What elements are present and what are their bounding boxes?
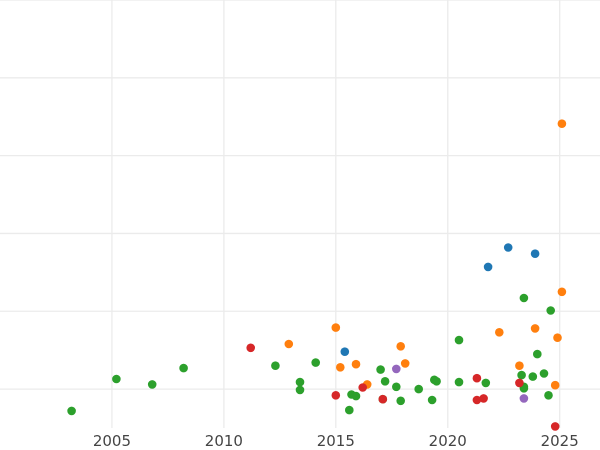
data-point-s4-3 (358, 383, 368, 392)
data-point-s4-6 (472, 395, 482, 405)
data-point-s3-15 (392, 382, 401, 392)
data-point-s4-4 (378, 394, 388, 404)
data-point-s3-6 (295, 377, 305, 387)
data-point-s2-9 (515, 361, 524, 371)
data-point-s3-30 (539, 369, 549, 378)
data-point-s4-7 (479, 394, 488, 403)
data-point-s3-21 (454, 377, 464, 387)
data-point-s2-4 (351, 359, 361, 369)
data-point-s3-26 (519, 293, 529, 303)
data-point-s1-1 (340, 347, 350, 357)
data-point-s3-12 (376, 365, 385, 374)
data-point-s2-14 (557, 119, 567, 128)
data-point-s4-9 (550, 422, 560, 431)
data-point-s3-32 (546, 306, 555, 315)
data-point-s2-11 (550, 380, 560, 390)
data-point-s4-1 (246, 343, 255, 353)
data-point-s1-2 (483, 262, 493, 272)
data-points (67, 119, 567, 431)
data-point-s2-10 (530, 324, 540, 333)
data-point-s2-12 (553, 333, 562, 343)
data-point-s3-1 (67, 406, 76, 416)
data-point-s3-16 (396, 396, 406, 406)
data-point-s3-4 (179, 363, 188, 373)
data-point-s3-31 (544, 391, 553, 400)
data-point-s2-3 (336, 363, 345, 372)
data-point-s3-24 (517, 370, 526, 380)
data-point-s4-5 (472, 373, 482, 383)
data-point-s3-29 (533, 349, 542, 359)
x-tick-label-2025: 2025 (541, 432, 579, 450)
data-point-s3-14 (380, 377, 390, 386)
x-tick-labels: 2005 2010 2015 2020 2025 (93, 432, 579, 450)
x-tick-label-2005: 2005 (93, 432, 131, 450)
data-point-s2-13 (557, 287, 567, 297)
data-point-s5-2 (519, 394, 529, 403)
data-point-s3-9 (345, 405, 354, 415)
data-point-s1-4 (530, 249, 540, 258)
data-point-s3-20 (432, 377, 441, 386)
data-point-s3-28 (528, 372, 538, 381)
x-tick-label-2015: 2015 (317, 432, 355, 450)
data-point-s2-2 (331, 323, 341, 332)
data-point-s3-22 (454, 335, 464, 345)
data-point-s3-7 (295, 385, 305, 395)
data-point-s3-3 (147, 380, 157, 389)
data-point-s2-7 (400, 359, 410, 368)
data-point-s4-8 (515, 378, 524, 388)
grid-layer (0, 0, 600, 428)
x-tick-label-2010: 2010 (205, 432, 243, 450)
data-point-s2-6 (396, 342, 406, 351)
data-point-s3-5 (271, 361, 280, 371)
data-point-s4-2 (331, 391, 341, 400)
data-point-s2-8 (495, 328, 504, 337)
data-point-s3-17 (414, 384, 424, 394)
x-tick-label-2020: 2020 (429, 432, 467, 450)
data-point-s3-11 (351, 391, 361, 401)
data-point-s3-8 (311, 358, 321, 367)
data-point-s5-1 (392, 364, 401, 374)
data-point-s3-2 (112, 374, 121, 384)
data-point-s2-1 (284, 339, 294, 349)
data-point-s3-18 (427, 395, 437, 405)
data-point-s3-23 (481, 378, 491, 388)
data-point-s1-3 (503, 243, 513, 252)
